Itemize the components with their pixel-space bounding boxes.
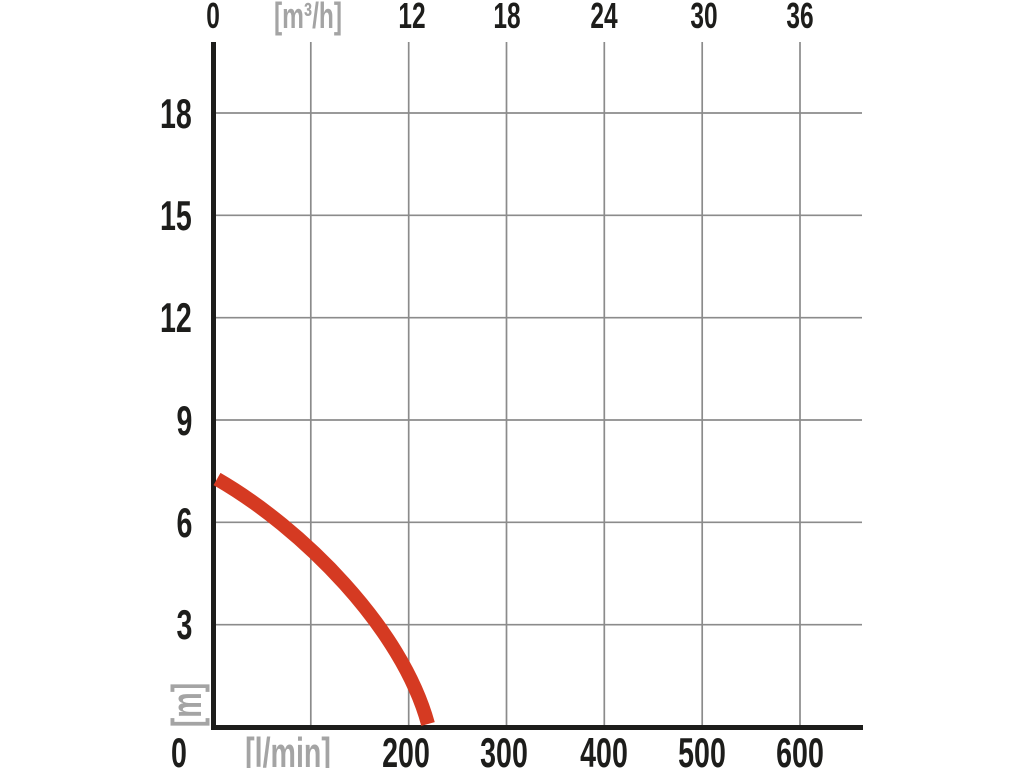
bottom-axis-tick-label: 600	[776, 729, 824, 768]
bottom-axis-tick-label: 500	[678, 729, 726, 768]
origin-tick-label: 0	[171, 729, 187, 768]
left-axis-tick-label: 18	[160, 90, 192, 137]
bottom-axis-tick-label: 400	[580, 729, 628, 768]
axes	[211, 42, 863, 730]
top-axis-unit-label: [m³/h]	[274, 0, 342, 36]
left-axis-tick-label: 15	[160, 192, 192, 239]
top-axis-tick-label: 30	[690, 0, 718, 36]
left-axis-tick-label: 6	[176, 499, 192, 546]
left-axis-tick-label: 3	[176, 601, 192, 648]
bottom-axis-unit-label: [l/min]	[245, 729, 331, 768]
top-axis-tick-label: 36	[786, 0, 814, 36]
left-axis-tick-label: 9	[176, 397, 192, 444]
bottom-axis-tick-label: 200	[382, 729, 430, 768]
bottom-axis-tick-label: 300	[480, 729, 528, 768]
top-axis-tick-label: 12	[398, 0, 426, 36]
top-axis-tick-label: 24	[590, 0, 618, 36]
top-axis-tick-label: 18	[493, 0, 521, 36]
left-axis-unit-label: [m]	[163, 682, 210, 728]
gridlines	[213, 42, 862, 727]
left-axis-tick-label: 12	[160, 294, 192, 341]
top-axis-tick-label: 0	[206, 0, 220, 36]
pump-head-curve	[213, 472, 435, 726]
